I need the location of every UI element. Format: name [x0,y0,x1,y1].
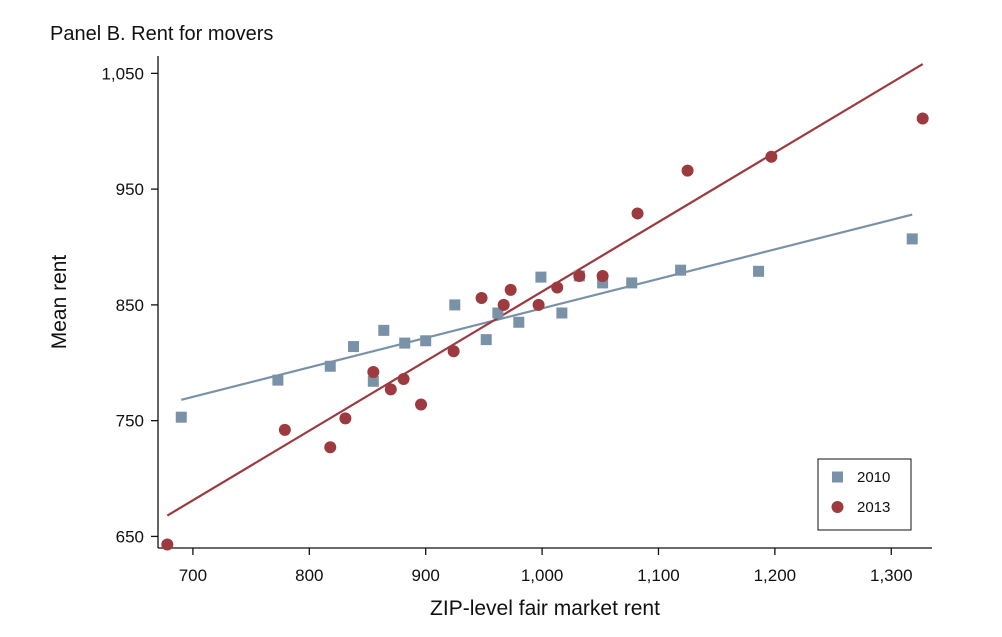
point-2010 [492,307,504,319]
y-axis-ticks: 650 750 850 950 1,050 [101,64,158,546]
legend-marker-2010 [832,471,843,483]
point-2010 [348,341,360,353]
point-2013 [504,283,517,296]
point-2013 [497,298,510,311]
point-2013 [765,150,778,163]
point-2010 [399,337,411,349]
x-axis-ticks: 700 800 900 1,000 1,100 1,200 1,300 [179,548,913,585]
x-tick-label: 1,000 [521,566,564,585]
point-2010 [753,265,765,277]
legend-box [817,458,912,531]
point-2013 [415,398,428,411]
legend-label-2010: 2010 [857,469,890,486]
x-tick-label: 700 [179,566,207,585]
point-2013 [367,366,380,379]
chart-title: Panel B. Rent for movers [50,23,273,45]
point-2010 [675,264,687,276]
point-2013 [551,281,564,294]
point-2010 [449,299,461,311]
point-2010 [378,324,390,336]
point-2010 [906,233,918,245]
y-axis-title: Mean rent [48,255,71,350]
x-tick-label: 1,200 [754,566,797,585]
point-2013 [447,345,460,358]
point-2010 [175,411,187,423]
point-2010 [626,277,638,289]
y-tick-label: 1,050 [101,64,144,83]
y-tick-label: 850 [116,296,144,315]
fit-lines [166,63,924,517]
point-2010 [367,375,379,387]
point-2010 [556,307,568,319]
x-axis-title: ZIP-level fair market rent [430,597,660,620]
point-2013 [339,412,352,425]
point-2010 [597,277,609,289]
y-tick-label: 750 [116,412,144,431]
legend: 2010 2013 [817,458,912,531]
fit-line-2013 [166,63,924,517]
point-2013 [916,112,929,125]
point-2013 [475,291,488,304]
point-2013 [384,383,397,396]
point-2013 [532,298,545,311]
point-2010 [513,316,525,328]
point-2013 [397,372,410,385]
point-2013 [324,441,337,454]
point-2010 [480,334,492,346]
y-tick-label: 650 [116,527,144,546]
point-2013 [596,269,609,282]
x-tick-label: 900 [412,566,440,585]
x-tick-label: 800 [295,566,323,585]
point-2010 [420,335,432,347]
fit-line-2010 [181,213,913,401]
point-2013 [161,538,174,551]
point-2013 [631,207,644,220]
point-2010 [324,360,336,372]
legend-marker-2013 [831,501,844,513]
point-2013 [278,423,291,436]
data-points [161,112,929,551]
legend-label-2013: 2013 [857,499,890,516]
point-2013 [573,269,586,282]
y-tick-label: 950 [116,180,144,199]
x-tick-label: 1,100 [637,566,680,585]
point-2010 [272,374,284,386]
x-tick-label: 1,300 [870,566,913,585]
point-2013 [681,164,694,177]
point-2010 [535,271,547,283]
